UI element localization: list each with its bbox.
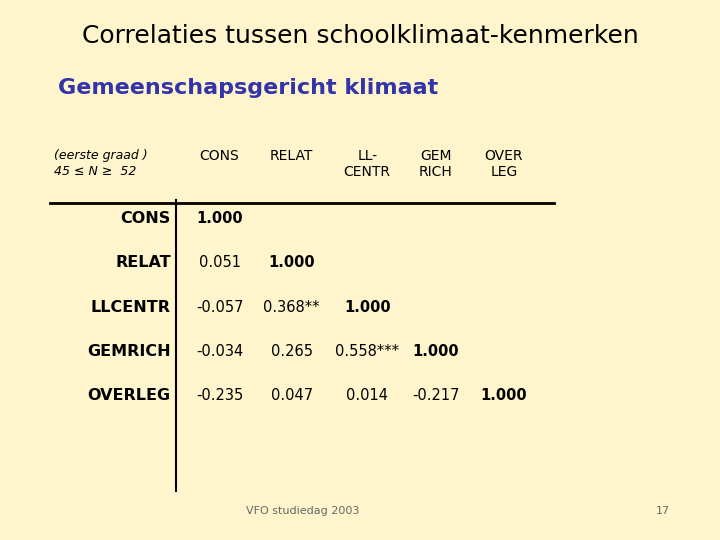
Text: RELAT: RELAT [115,255,171,271]
Text: Correlaties tussen schoolklimaat-kenmerken: Correlaties tussen schoolklimaat-kenmerk… [81,24,639,48]
Text: 1.000: 1.000 [481,388,527,403]
Text: CONS: CONS [120,211,171,226]
Text: -0.235: -0.235 [196,388,243,403]
Text: 0.368**: 0.368** [264,300,320,315]
Text: 1.000: 1.000 [269,255,315,271]
Text: 45 ≤ N ≥  52: 45 ≤ N ≥ 52 [54,165,136,178]
Text: 1.000: 1.000 [413,344,459,359]
Text: 1.000: 1.000 [344,300,390,315]
Text: 1.000: 1.000 [197,211,243,226]
Text: -0.217: -0.217 [412,388,459,403]
Text: 0.558***: 0.558*** [336,344,399,359]
Text: 0.051: 0.051 [199,255,240,271]
Text: 0.265: 0.265 [271,344,312,359]
Text: VFO studiedag 2003: VFO studiedag 2003 [246,505,359,516]
Text: -0.057: -0.057 [196,300,243,315]
Text: 0.014: 0.014 [346,388,388,403]
Text: RICH: RICH [419,165,452,179]
Text: RELAT: RELAT [270,148,313,163]
Text: 17: 17 [655,505,670,516]
Text: LL-: LL- [357,148,377,163]
Text: 0.047: 0.047 [271,388,312,403]
Text: GEM: GEM [420,148,451,163]
Text: CONS: CONS [199,148,240,163]
Text: CENTR: CENTR [343,165,391,179]
Text: Gemeenschapsgericht klimaat: Gemeenschapsgericht klimaat [58,78,438,98]
Text: (eerste graad ): (eerste graad ) [54,148,148,161]
Text: OVER: OVER [485,148,523,163]
Text: OVERLEG: OVERLEG [88,388,171,403]
Text: LEG: LEG [490,165,518,179]
Text: GEMRICH: GEMRICH [87,344,171,359]
Text: -0.034: -0.034 [196,344,243,359]
Text: LLCENTR: LLCENTR [91,300,171,315]
